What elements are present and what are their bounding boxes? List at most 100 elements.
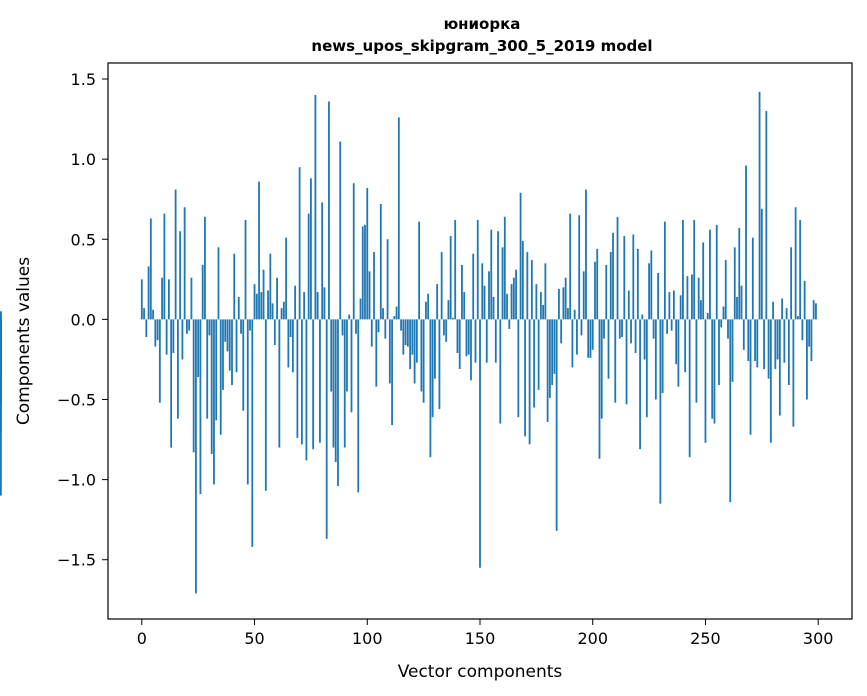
bar: [197, 319, 200, 378]
bar: [483, 285, 486, 320]
bar: [364, 224, 366, 320]
bar: [636, 248, 639, 320]
bar: [634, 319, 637, 354]
bar: [287, 319, 290, 368]
bar: [341, 319, 344, 336]
bar: [785, 308, 788, 320]
bar: [600, 319, 603, 419]
bar: [289, 319, 292, 337]
bar: [657, 272, 660, 320]
bar: [213, 319, 215, 485]
bar: [639, 319, 641, 450]
bar: [226, 319, 229, 352]
bar: [756, 319, 759, 368]
bar: [589, 319, 592, 358]
bar: [348, 314, 351, 320]
bar: [291, 319, 294, 373]
bar: [244, 220, 247, 320]
bar: [596, 248, 599, 320]
bar: [174, 189, 177, 320]
bar: [727, 319, 729, 339]
bar: [535, 284, 538, 320]
bar: [521, 240, 524, 320]
bar: [621, 319, 623, 337]
bar: [224, 319, 227, 342]
bar: [264, 319, 267, 491]
bar: [436, 284, 439, 320]
bar: [488, 271, 490, 320]
bar: [165, 319, 168, 355]
bar: [422, 319, 425, 403]
bar: [375, 319, 378, 387]
bar: [567, 308, 569, 320]
bar: [648, 263, 650, 320]
bar: [530, 260, 533, 320]
bar: [485, 319, 488, 363]
bar: [461, 264, 463, 320]
bar: [415, 319, 418, 363]
bar: [280, 308, 283, 320]
bar: [158, 319, 161, 403]
bar: [350, 319, 353, 413]
bar: [0, 311, 2, 320]
bar: [269, 253, 272, 320]
bar: [679, 295, 682, 320]
bar: [713, 319, 716, 424]
bar: [625, 319, 628, 405]
bar: [316, 292, 319, 320]
chart-title: юниорка: [444, 15, 521, 33]
bar: [192, 319, 195, 453]
bar: [149, 218, 152, 320]
bar: [359, 298, 362, 320]
bar: [479, 319, 481, 568]
bar: [161, 277, 164, 320]
bar: [210, 319, 213, 454]
y-tick-label: 0.0: [71, 310, 96, 329]
bar: [512, 277, 515, 320]
bar: [539, 292, 542, 320]
bar: [246, 319, 249, 485]
bar: [627, 290, 630, 320]
bar: [551, 319, 554, 386]
bar: [747, 319, 750, 362]
bar: [339, 141, 342, 320]
bar: [691, 274, 693, 320]
bar: [278, 319, 281, 448]
bar: [758, 91, 761, 320]
bar: [578, 215, 581, 320]
bar: [632, 234, 635, 320]
bar: [668, 292, 671, 320]
bar: [343, 319, 346, 448]
bar: [515, 269, 517, 320]
bar: [767, 319, 770, 379]
bar: [183, 207, 186, 320]
bar: [630, 319, 632, 344]
bar: [361, 226, 364, 320]
bar: [409, 319, 412, 370]
bar: [156, 319, 159, 341]
bar: [188, 319, 191, 331]
bar: [740, 285, 743, 320]
bar: [542, 304, 545, 320]
bar: [323, 287, 326, 320]
bar: [391, 319, 393, 426]
bar: [273, 319, 276, 346]
bar: [704, 319, 707, 443]
bar: [352, 183, 355, 320]
bar: [706, 312, 709, 320]
bar: [140, 279, 143, 320]
bar: [769, 319, 772, 443]
bar: [558, 288, 560, 320]
bar: [533, 319, 536, 408]
bar: [677, 319, 680, 387]
bar: [519, 192, 522, 320]
bar: [799, 220, 802, 320]
bar: [377, 319, 380, 333]
bar: [582, 271, 585, 320]
bar: [404, 319, 407, 346]
bar: [806, 319, 808, 400]
bar: [253, 284, 256, 320]
bar: [167, 279, 170, 320]
x-tick-label: 50: [244, 629, 264, 648]
bar: [652, 319, 655, 339]
